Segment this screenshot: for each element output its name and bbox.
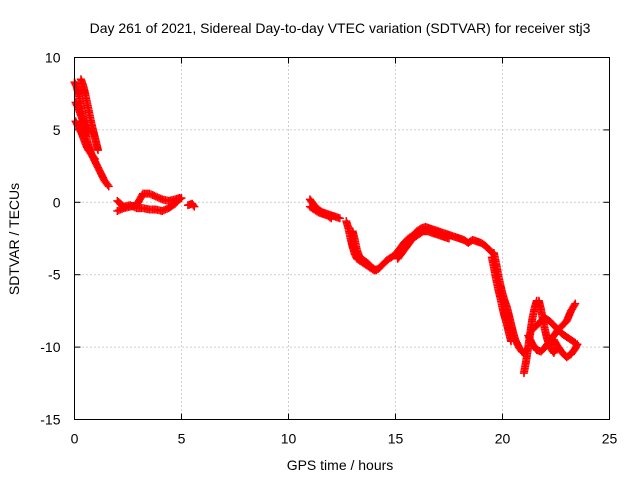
data-point — [175, 193, 184, 202]
data-point — [190, 202, 199, 211]
y-axis-label: SDTVAR / TECUs — [6, 183, 22, 295]
data-point — [335, 214, 344, 223]
x-axis-label: GPS time / hours — [287, 457, 394, 473]
y-tick-label: -10 — [40, 339, 60, 355]
data-point — [327, 214, 336, 223]
data-point — [94, 146, 103, 155]
y-tick-label: 10 — [45, 50, 61, 66]
x-tick-label: 25 — [602, 431, 618, 447]
y-tick-label: 0 — [53, 194, 61, 210]
x-tick-label: 10 — [281, 431, 297, 447]
data-point — [325, 213, 334, 222]
y-tick-label: -15 — [40, 412, 60, 428]
data-point — [507, 337, 516, 346]
data-point — [571, 299, 580, 308]
grid-lines — [74, 57, 610, 420]
y-tick-label: -5 — [48, 267, 61, 283]
y-tick-label: 5 — [53, 122, 61, 138]
chart-title: Day 261 of 2021, Sidereal Day-to-day VTE… — [90, 20, 591, 36]
data-point — [90, 154, 99, 163]
x-tick-label: 5 — [178, 431, 186, 447]
data-point — [89, 153, 98, 162]
x-tick-label: 20 — [495, 431, 511, 447]
plot-frame — [74, 57, 610, 420]
data-point — [372, 266, 381, 275]
data-point — [445, 234, 453, 243]
data-point — [189, 201, 198, 210]
data-point — [103, 180, 112, 189]
data-point — [104, 182, 113, 191]
x-tick-label: 15 — [388, 431, 404, 447]
tick-labels: 0 5 10 15 20 25 -15 -10 -5 0 5 10 — [40, 50, 617, 447]
x-tick-label: 0 — [71, 431, 79, 447]
data-point — [570, 301, 579, 310]
data-points — [70, 75, 582, 378]
data-point — [370, 265, 379, 274]
data-point — [573, 340, 582, 349]
data-point — [84, 128, 93, 137]
